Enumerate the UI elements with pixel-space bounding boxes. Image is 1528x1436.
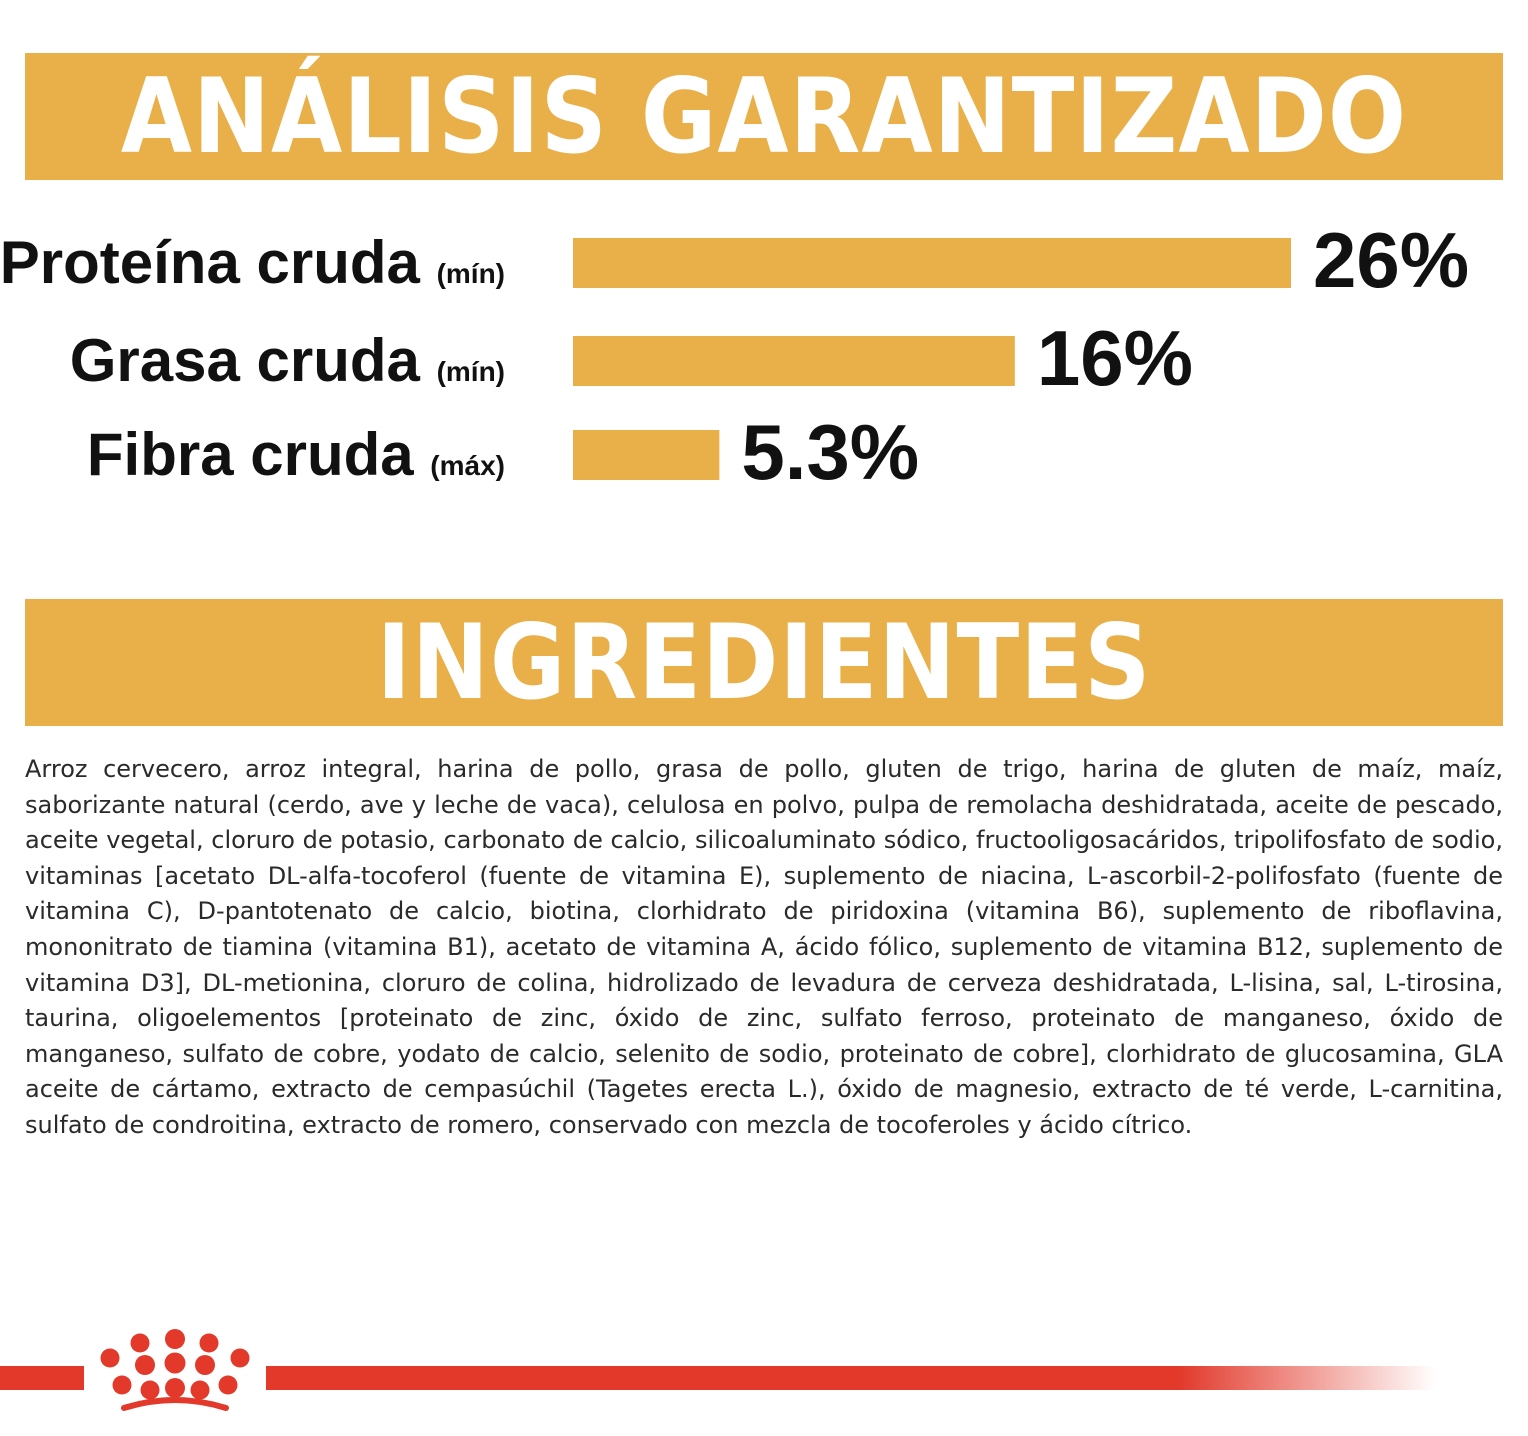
bar-label-2: Grasa cruda (mín) bbox=[70, 327, 505, 394]
footer-red-line-right bbox=[266, 1366, 1436, 1390]
bar-1 bbox=[573, 238, 1291, 288]
bar-value-label-3: 5.3% bbox=[741, 408, 919, 496]
footer-brand-strip bbox=[0, 1329, 1436, 1411]
analysis-chart: Proteína cruda (mín) 26% Grasa cruda (mín)… bbox=[0, 216, 1469, 496]
footer-red-line-left bbox=[0, 1366, 84, 1390]
ingredients-text: Arroz cervecero, arroz integral, harina … bbox=[25, 755, 1503, 1139]
analysis-banner: ANÁLISIS GARANTIZADO bbox=[25, 53, 1503, 180]
bar-category: Proteína cruda bbox=[0, 229, 437, 296]
bar-qualifier: (mín) bbox=[437, 356, 505, 387]
bar-category: Fibra cruda bbox=[87, 421, 430, 488]
bar-2 bbox=[573, 336, 1015, 386]
bar-value-label-2: 16% bbox=[1037, 314, 1193, 402]
bar-value-label-1: 26% bbox=[1313, 216, 1469, 304]
bar-qualifier: (máx) bbox=[430, 450, 505, 481]
bar-label-1: Proteína cruda (mín) bbox=[0, 229, 505, 296]
crown-icon bbox=[100, 1329, 250, 1411]
ingredients-banner: INGREDIENTES bbox=[25, 599, 1503, 726]
bar-3 bbox=[573, 430, 720, 480]
analysis-title: ANÁLISIS GARANTIZADO bbox=[120, 56, 1408, 177]
ingredients-title: INGREDIENTES bbox=[376, 602, 1152, 723]
bar-category: Grasa cruda bbox=[70, 327, 437, 394]
bar-label-3: Fibra cruda (máx) bbox=[87, 421, 505, 488]
bar-qualifier: (mín) bbox=[437, 258, 505, 289]
